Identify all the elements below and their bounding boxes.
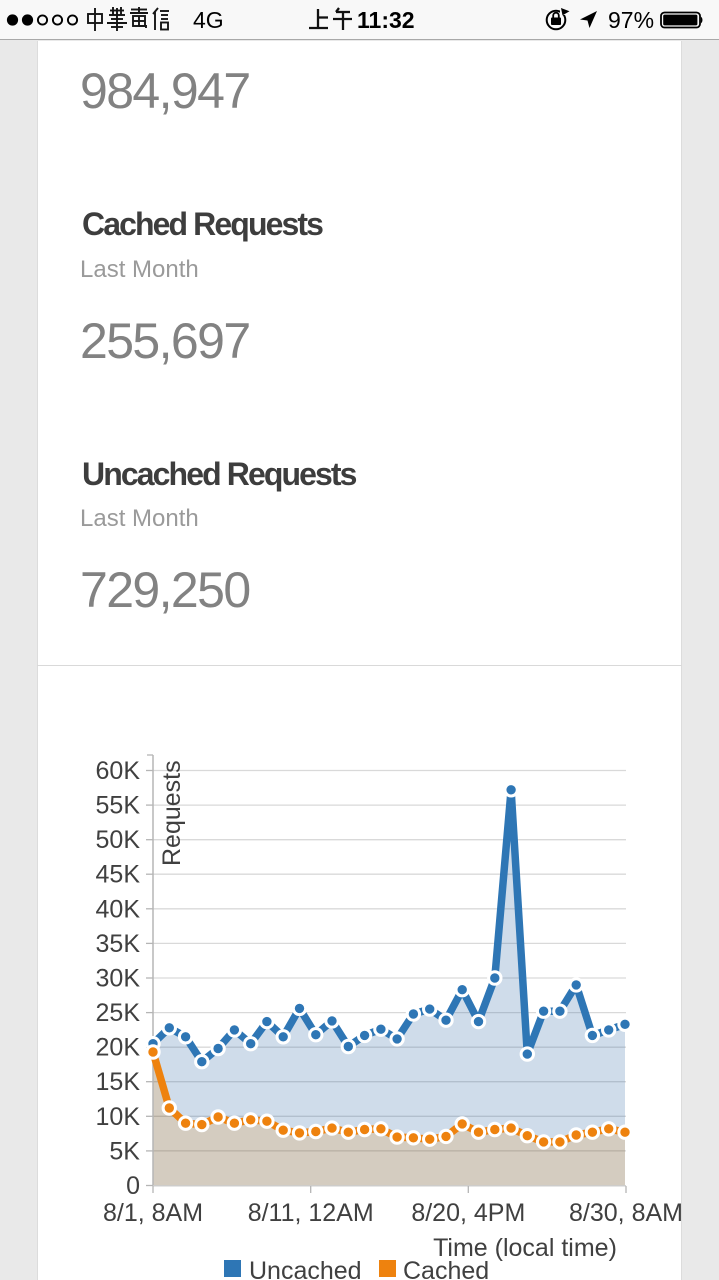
svg-text:11:32: 11:32 — [357, 7, 415, 33]
svg-text:40K: 40K — [96, 895, 141, 923]
svg-text:97%: 97% — [608, 7, 654, 33]
svg-text:8/20, 4PM: 8/20, 4PM — [411, 1199, 525, 1227]
svg-text:4G: 4G — [193, 7, 224, 33]
svg-text:Uncached: Uncached — [249, 1257, 362, 1280]
svg-text:50K: 50K — [96, 826, 141, 854]
svg-text:8/11, 12AM: 8/11, 12AM — [248, 1199, 374, 1227]
svg-text:0: 0 — [126, 1172, 140, 1200]
svg-text:20K: 20K — [96, 1034, 141, 1062]
svg-text:55K: 55K — [96, 792, 141, 820]
svg-text:8/30, 8AM: 8/30, 8AM — [569, 1199, 682, 1227]
svg-text:35K: 35K — [96, 930, 141, 958]
svg-text:Cached: Cached — [403, 1257, 489, 1280]
svg-text:25K: 25K — [96, 999, 141, 1027]
svg-text:Requests: Requests — [158, 760, 186, 866]
svg-text:10K: 10K — [96, 1103, 141, 1131]
svg-text:5K: 5K — [109, 1137, 140, 1165]
svg-text:45K: 45K — [96, 861, 141, 889]
svg-text:15K: 15K — [96, 1068, 141, 1096]
svg-text:Time (local time): Time (local time) — [433, 1234, 617, 1262]
svg-text:8/1, 8AM: 8/1, 8AM — [103, 1199, 203, 1227]
svg-text:30K: 30K — [96, 965, 141, 993]
svg-text:60K: 60K — [96, 757, 141, 785]
